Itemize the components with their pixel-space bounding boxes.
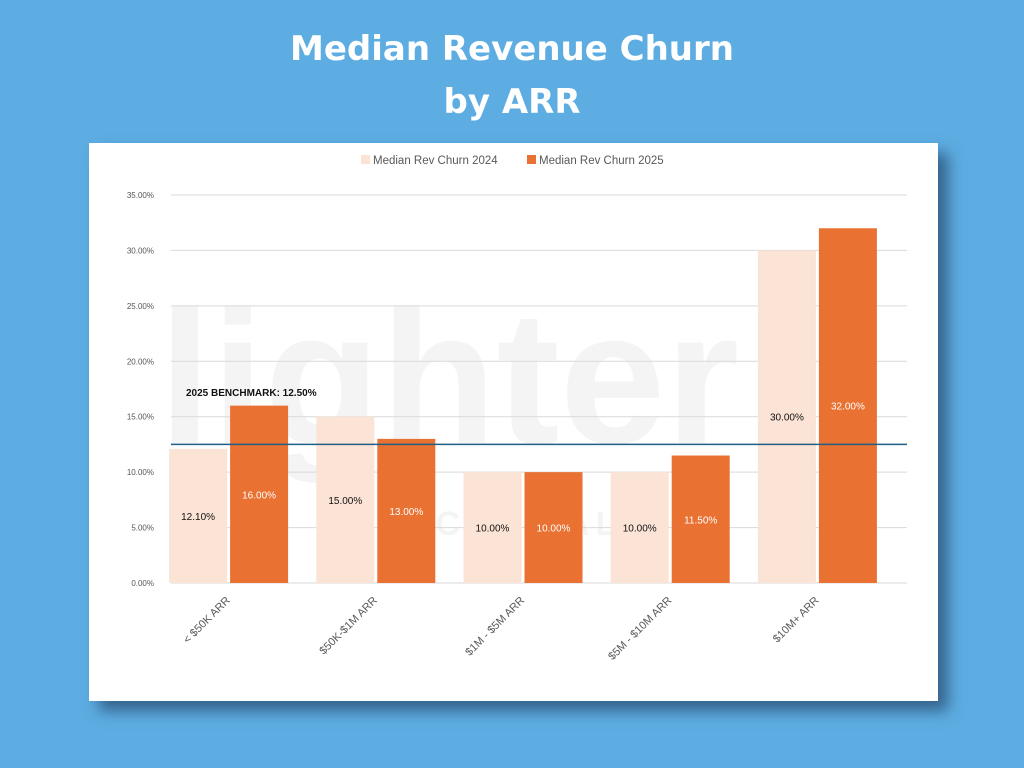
x-category-label: < $50K ARR <box>181 595 233 647</box>
y-tick-label: 15.00% <box>127 413 154 422</box>
bar-2024 <box>463 472 522 583</box>
x-category-label: $1M - $5M ARR <box>463 595 527 659</box>
bar-2025 <box>524 472 583 583</box>
data-label: 13.00% <box>389 507 423 518</box>
bar-2024 <box>757 250 816 583</box>
x-category-label: $5M - $10M ARR <box>606 595 674 663</box>
chart-title-line-2: by ARR <box>443 82 581 122</box>
data-label: 10.00% <box>476 524 510 535</box>
legend-swatch <box>361 155 370 164</box>
data-label: 32.00% <box>831 402 865 413</box>
data-label: 12.10% <box>181 512 215 523</box>
chart-title-line-1: Median Revenue Churn <box>290 29 734 69</box>
data-label: 11.50% <box>684 515 717 526</box>
bar-2025 <box>671 455 730 583</box>
y-tick-label: 5.00% <box>131 524 154 533</box>
legend: Median Rev Churn 2024 Median Rev Churn 20… <box>361 155 664 167</box>
y-tick-label: 10.00% <box>127 468 154 477</box>
legend-swatch <box>527 155 536 164</box>
legend-label: Median Rev Churn 2024 <box>373 155 498 167</box>
x-category-label: $50K-$1M ARR <box>317 595 380 658</box>
data-label: 15.00% <box>328 496 362 507</box>
y-tick-label: 35.00% <box>127 191 154 200</box>
y-tick-label: 20.00% <box>127 357 154 366</box>
bar-2025 <box>377 438 436 583</box>
data-label: 10.00% <box>537 524 571 535</box>
benchmark-label: 2025 BENCHMARK: 12.50% <box>186 388 317 399</box>
y-tick-label: 0.00% <box>131 579 154 588</box>
x-axis-categories: < $50K ARR $50K-$1M ARR $1M - $5M ARR $5M -… <box>181 595 821 663</box>
bar-2025 <box>818 228 877 583</box>
y-axis-ticks: 0.00% 5.00% 10.00% 15.00% 20.00% 25.00% 30.00%… <box>127 191 154 588</box>
y-tick-label: 30.00% <box>127 246 154 255</box>
data-label: 16.00% <box>242 490 276 501</box>
bar-2024 <box>610 472 669 583</box>
bar-2024 <box>169 448 228 583</box>
chart-card: lighter CAPITAL 0.00%5.00%10.00%15.00%20… <box>89 143 938 701</box>
bar-chart: lighter CAPITAL 0.00%5.00%10.00%15.00%20… <box>127 155 907 663</box>
y-tick-label: 25.00% <box>127 302 154 311</box>
data-label: 10.00% <box>623 524 657 535</box>
x-category-label: $10M+ ARR <box>771 595 822 646</box>
benchmark: 2025 BENCHMARK: 12.50% <box>171 388 907 446</box>
legend-label: Median Rev Churn 2025 <box>539 155 664 167</box>
bar-2025 <box>230 405 289 583</box>
data-label: 30.00% <box>770 413 804 424</box>
